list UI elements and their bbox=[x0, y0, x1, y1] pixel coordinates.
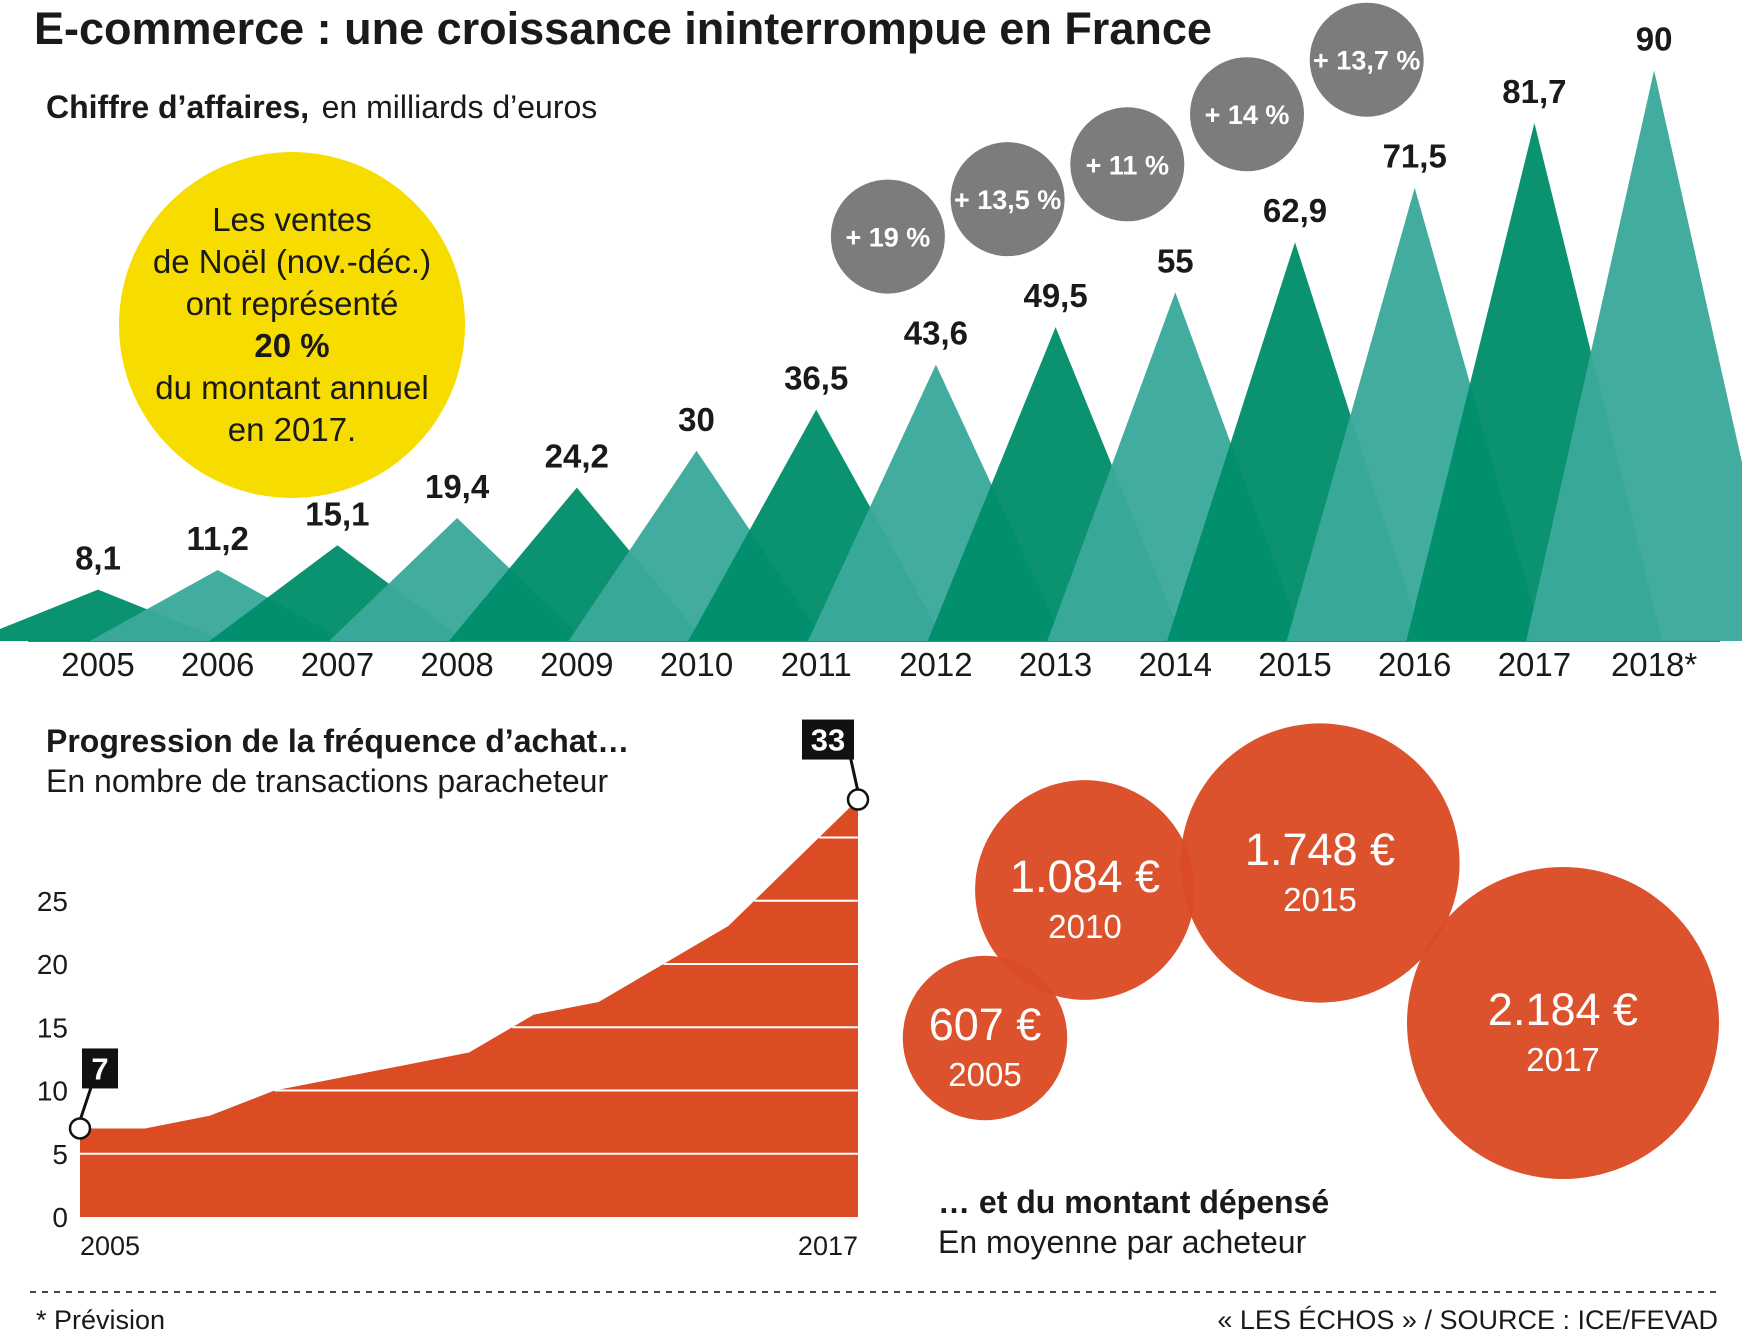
end-point-marker bbox=[846, 788, 870, 811]
year-label-2017: 2017 bbox=[1498, 646, 1571, 683]
yellow-circle bbox=[119, 152, 465, 498]
year-label-2006: 2006 bbox=[181, 646, 254, 683]
value-label-2013: 49,5 bbox=[1023, 277, 1087, 314]
year-label-2016: 2016 bbox=[1378, 646, 1451, 683]
bubble-2005 bbox=[902, 955, 1068, 1121]
frequency-area-chart: 0 5 10 15 20 25 2005 2017 7 33 bbox=[37, 719, 870, 1261]
year-label-2005: 2005 bbox=[61, 646, 134, 683]
value-label-2018: 90 bbox=[1636, 20, 1673, 57]
value-label-2007: 15,1 bbox=[305, 495, 369, 532]
page-title: E-commerce : une croissance ininterrompu… bbox=[34, 3, 1212, 54]
start-point-label: 7 bbox=[91, 1051, 108, 1086]
frequency-chart-title: Progression de la fréquence d’achat… bbox=[46, 723, 629, 759]
growth-label-2016: + 13,7 % bbox=[1313, 46, 1420, 76]
bubble-year-2017: 2017 bbox=[1526, 1041, 1599, 1078]
year-label-2009: 2009 bbox=[540, 646, 613, 683]
growth-label-2014: + 11 % bbox=[1086, 150, 1169, 180]
bubble-value-2015: 1.748 € bbox=[1245, 824, 1395, 875]
frequency-area bbox=[80, 799, 858, 1217]
revenue-chart: + 19 % + 13,5 % + 11 % + 14 % + 13,7 % 8,1 11… bbox=[0, 2, 1742, 683]
growth-circle-2013 bbox=[950, 142, 1065, 257]
value-label-2012: 43,6 bbox=[904, 315, 968, 352]
frequency-chart-subtitle: En nombre de transactions paracheteur bbox=[46, 763, 608, 799]
year-label-2018: 2018* bbox=[1611, 646, 1697, 683]
year-label-2013: 2013 bbox=[1019, 646, 1092, 683]
end-point-flag bbox=[802, 719, 854, 760]
end-point-label: 33 bbox=[811, 723, 845, 758]
value-label-2015: 62,9 bbox=[1263, 192, 1327, 229]
value-label-2008: 19,4 bbox=[425, 468, 490, 505]
value-label-2009: 24,2 bbox=[545, 438, 609, 475]
value-label-2014: 55 bbox=[1157, 242, 1194, 279]
bubble-2017 bbox=[1407, 867, 1719, 1179]
value-label-2017: 81,7 bbox=[1502, 73, 1566, 110]
start-point-flag bbox=[82, 1048, 118, 1089]
revenue-year-labels: 2005 2006 2007 2008 2009 2010 2011 2012 2013 2014… bbox=[61, 646, 1697, 683]
y-tick-0: 0 bbox=[52, 1202, 68, 1233]
year-label-2014: 2014 bbox=[1139, 646, 1212, 683]
year-label-2008: 2008 bbox=[420, 646, 493, 683]
year-label-2015: 2015 bbox=[1258, 646, 1331, 683]
note-line-5: du montant annuel bbox=[155, 369, 428, 406]
start-point-stem bbox=[78, 1083, 94, 1121]
growth-label-2012: + 19 % bbox=[845, 223, 930, 253]
note-line-3: ont représenté bbox=[186, 285, 399, 322]
bubble-value-2010: 1.084 € bbox=[1010, 851, 1160, 902]
value-label-2016: 71,5 bbox=[1383, 138, 1447, 175]
note-line-6: en 2017. bbox=[228, 411, 356, 448]
bubble-value-2005: 607 € bbox=[929, 999, 1042, 1050]
spending-chart-title: … et du montant dépensé bbox=[938, 1184, 1329, 1220]
growth-circle-2016 bbox=[1309, 2, 1424, 117]
bubble-year-2010: 2010 bbox=[1048, 908, 1121, 945]
bubble-year-2005: 2005 bbox=[948, 1056, 1021, 1093]
x-label-start: 2005 bbox=[80, 1231, 140, 1261]
growth-circles: + 19 % + 13,5 % + 11 % + 14 % + 13,7 % bbox=[830, 2, 1424, 294]
value-label-2011: 36,5 bbox=[784, 360, 848, 397]
bubble-2015 bbox=[1180, 723, 1460, 1003]
end-point-stem bbox=[848, 755, 860, 792]
value-label-2006: 11,2 bbox=[186, 520, 248, 557]
bubble-year-2015: 2015 bbox=[1283, 881, 1356, 918]
growth-label-2013: + 13,5 % bbox=[954, 185, 1061, 215]
start-point-marker bbox=[68, 1117, 92, 1140]
footer-source: « LES ÉCHOS » / SOURCE : ICE/FEVAD bbox=[1217, 1305, 1718, 1335]
bubble-2010 bbox=[975, 780, 1195, 1000]
y-tick-10: 10 bbox=[37, 1076, 68, 1107]
note-line-4: 20 % bbox=[254, 327, 329, 364]
growth-circle-2015 bbox=[1190, 57, 1304, 172]
year-label-2012: 2012 bbox=[899, 646, 972, 683]
christmas-note: Les ventes de Noël (nov.-déc.) ont repré… bbox=[119, 152, 465, 498]
year-label-2011: 2011 bbox=[781, 646, 852, 683]
note-line-1: Les ventes bbox=[212, 201, 372, 238]
revenue-chart-subtitle: en milliards d’euros bbox=[322, 89, 598, 125]
year-label-2007: 2007 bbox=[301, 646, 374, 683]
x-label-end: 2017 bbox=[798, 1231, 858, 1261]
revenue-chart-heading: Chiffre d’affaires, en milliards d’euros bbox=[46, 89, 597, 125]
revenue-triangle-2018 bbox=[1526, 70, 1742, 641]
growth-label-2015: + 14 % bbox=[1205, 100, 1290, 130]
note-line-2: de Noël (nov.-déc.) bbox=[153, 243, 431, 280]
spending-bubble-chart: 607 € 2005 1.084 € 2010 1.748 € 2015 2.184 € 20… bbox=[902, 723, 1719, 1179]
growth-circle-2014 bbox=[1070, 107, 1185, 222]
year-label-2010: 2010 bbox=[660, 646, 733, 683]
value-label-2010: 30 bbox=[678, 401, 715, 438]
growth-circle-2012 bbox=[830, 179, 945, 294]
revenue-chart-title: Chiffre d’affaires, bbox=[46, 89, 309, 125]
revenue-triangles bbox=[0, 70, 1742, 642]
value-label-2005: 8,1 bbox=[75, 540, 121, 577]
footer-note: * Prévision bbox=[36, 1305, 165, 1335]
bubble-value-2017: 2.184 € bbox=[1488, 984, 1638, 1035]
y-tick-15: 15 bbox=[37, 1012, 68, 1043]
revenue-value-labels: 8,1 11,2 15,1 19,4 24,2 30 36,5 43,6 49,5 55 62,9 7… bbox=[75, 20, 1672, 576]
y-tick-20: 20 bbox=[37, 949, 68, 980]
y-tick-25: 25 bbox=[37, 886, 68, 917]
y-tick-5: 5 bbox=[52, 1139, 68, 1170]
spending-chart-subtitle: En moyenne par acheteur bbox=[938, 1224, 1307, 1260]
